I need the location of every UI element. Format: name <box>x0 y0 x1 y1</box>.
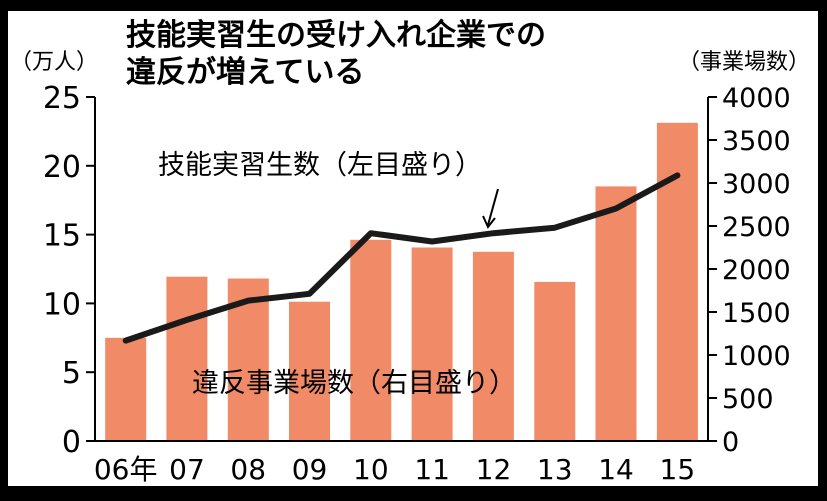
line-point-10 <box>368 230 374 236</box>
left-tick-label: 0 <box>62 425 81 460</box>
bar-10 <box>350 239 392 441</box>
line-series-pointer <box>487 188 499 226</box>
line-series-path <box>122 172 681 344</box>
line-point-13 <box>552 225 558 231</box>
left-tick-label: 25 <box>43 81 81 116</box>
right-tick-label: 4000 <box>722 83 791 114</box>
chart-title-line-1: 技能実習生の受け入れ企業での <box>126 18 546 53</box>
bar-15 <box>656 122 698 442</box>
line-point-15 <box>674 172 680 178</box>
category-label-10: 10 <box>353 453 389 486</box>
bar-11 <box>411 247 453 441</box>
bar-06年 <box>105 337 147 441</box>
line-series <box>122 172 681 344</box>
bar-series <box>105 122 698 442</box>
right-tick-label: 500 <box>722 384 774 415</box>
left-tick-label: 10 <box>43 287 81 322</box>
line-point-06年 <box>123 338 129 344</box>
right-tick-label: 2000 <box>722 255 791 286</box>
bar-07 <box>166 276 208 441</box>
bar-14 <box>595 186 637 441</box>
category-label-12: 12 <box>476 453 512 486</box>
line-point-09 <box>307 291 312 297</box>
line-point-07 <box>184 317 190 323</box>
category-label-13: 13 <box>537 453 573 486</box>
line-point-08 <box>245 298 251 304</box>
line-point-11 <box>429 239 435 244</box>
bar-09 <box>289 301 330 441</box>
line-point-12 <box>490 230 496 236</box>
right-tick-label: 0 <box>722 427 739 458</box>
bar-12 <box>472 251 514 441</box>
category-label-06年: 06年 <box>94 453 158 486</box>
chart-panel: 技能実習生の受け入れ企業での 違反が増えている （万人） （事業場数） 0 5 10… <box>8 11 818 486</box>
category-label-11: 11 <box>414 453 450 486</box>
right-tick-label: 1500 <box>722 298 791 329</box>
right-axis-unit: （事業場数） <box>678 50 810 75</box>
left-tick-label: 5 <box>62 356 81 391</box>
category-label-15: 15 <box>660 453 696 486</box>
category-label-07: 07 <box>169 453 205 486</box>
chart-svg: 技能実習生の受け入れ企業での 違反が増えている （万人） （事業場数） 0 5 10… <box>10 18 810 486</box>
right-tick-label: 2500 <box>722 212 791 243</box>
category-label-14: 14 <box>598 453 634 486</box>
left-axis-unit: （万人） <box>10 50 98 75</box>
line-series-label: 技能実習生数（左目盛り） <box>158 150 482 181</box>
left-tick-label: 15 <box>43 219 81 254</box>
right-tick-label: 1000 <box>722 341 791 372</box>
category-label-09: 09 <box>292 453 328 486</box>
left-tick-label: 20 <box>43 150 81 185</box>
line-series-pointer-head <box>482 215 496 229</box>
line-point-14 <box>613 206 619 211</box>
right-tick-label: 3500 <box>722 126 791 157</box>
bar-13 <box>534 281 576 441</box>
right-tick-label: 3000 <box>722 169 791 200</box>
chart-title-line-2: 違反が増えている <box>126 55 365 90</box>
bar-series-label: 違反事業場数（右目盛り） <box>192 368 516 399</box>
axes <box>86 96 717 442</box>
category-label-08: 08 <box>230 453 266 486</box>
tick-labels: 0 5 10 15 20 25 0 500 1000 1500 2000 2500 3000 3500 40… <box>43 81 791 486</box>
